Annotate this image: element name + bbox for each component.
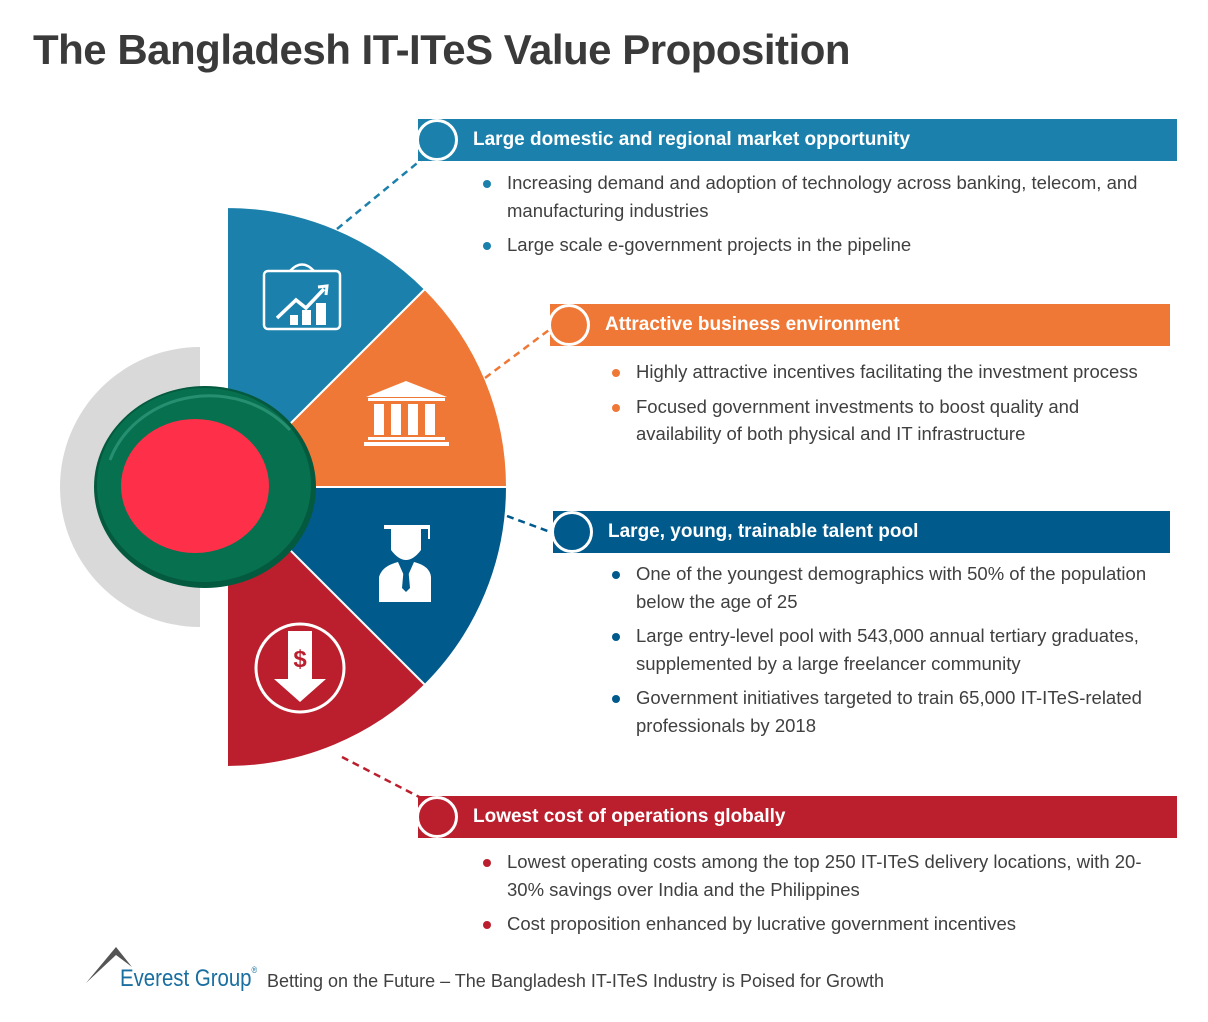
header-circle — [551, 511, 593, 553]
bullet-item: Highly attractive incentives facilitatin… — [612, 358, 1152, 386]
connector-market — [336, 154, 428, 230]
bullet-item: One of the youngest demographics with 50… — [612, 560, 1157, 615]
bank-building-icon — [364, 381, 449, 446]
bullet-item: Increasing demand and adoption of techno… — [483, 169, 1143, 224]
section-heading: Attractive business environment — [605, 314, 900, 335]
svg-text:$: $ — [293, 646, 307, 673]
section-header-business: Attractive business environment — [548, 304, 1170, 346]
bullet-item: Focused government investments to boost … — [612, 393, 1152, 448]
graduate-icon — [379, 525, 431, 602]
section-heading: Large domestic and regional market oppor… — [473, 129, 911, 150]
briefcase-growth-chart-icon — [262, 263, 342, 331]
bullet-item: Cost proposition enhanced by lucrative g… — [483, 910, 1163, 938]
bangladesh-flag-badge — [94, 386, 316, 588]
header-circle — [416, 119, 458, 161]
connector-cost — [341, 755, 426, 802]
bullet-item: Large entry-level pool with 543,000 annu… — [612, 622, 1157, 677]
section-heading: Lowest cost of operations globally — [473, 806, 786, 827]
section-bullets-business: Highly attractive incentives facilitatin… — [612, 358, 1152, 455]
connector-talent — [506, 514, 554, 535]
flag-red-disc — [121, 419, 269, 553]
everest-group-logo: Everest Group® — [120, 965, 258, 992]
section-bullets-market: Increasing demand and adoption of techno… — [483, 169, 1143, 266]
footer-subtitle: Betting on the Future – The Bangladesh I… — [267, 971, 885, 991]
page-title: The Bangladesh IT-ITeS Value Proposition — [33, 26, 851, 73]
bullet-item: Government initiatives targeted to train… — [612, 684, 1157, 739]
bullet-item: Large scale e-government projects in the… — [483, 231, 1143, 259]
section-header-talent: Large, young, trainable talent pool — [551, 511, 1170, 553]
header-circle — [416, 796, 458, 838]
section-header-market: Large domestic and regional market oppor… — [416, 119, 1177, 161]
header-circle — [548, 304, 590, 346]
section-bullets-talent: One of the youngest demographics with 50… — [612, 560, 1157, 746]
everest-mountain-logo-icon — [86, 947, 132, 983]
dollar-down-arrow-icon: $ — [254, 622, 346, 714]
section-header-cost: Lowest cost of operations globally — [416, 796, 1177, 838]
section-bullets-cost: Lowest operating costs among the top 250… — [483, 848, 1163, 945]
connector-business — [484, 326, 554, 379]
bullet-item: Lowest operating costs among the top 250… — [483, 848, 1163, 903]
section-heading: Large, young, trainable talent pool — [608, 521, 919, 542]
